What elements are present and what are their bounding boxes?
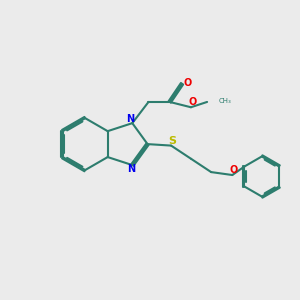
Text: O: O bbox=[230, 165, 238, 175]
Text: O: O bbox=[188, 97, 196, 107]
Text: S: S bbox=[168, 136, 176, 146]
Text: CH₃: CH₃ bbox=[218, 98, 231, 104]
Text: O: O bbox=[183, 77, 191, 88]
Text: N: N bbox=[127, 164, 135, 175]
Text: N: N bbox=[126, 114, 134, 124]
